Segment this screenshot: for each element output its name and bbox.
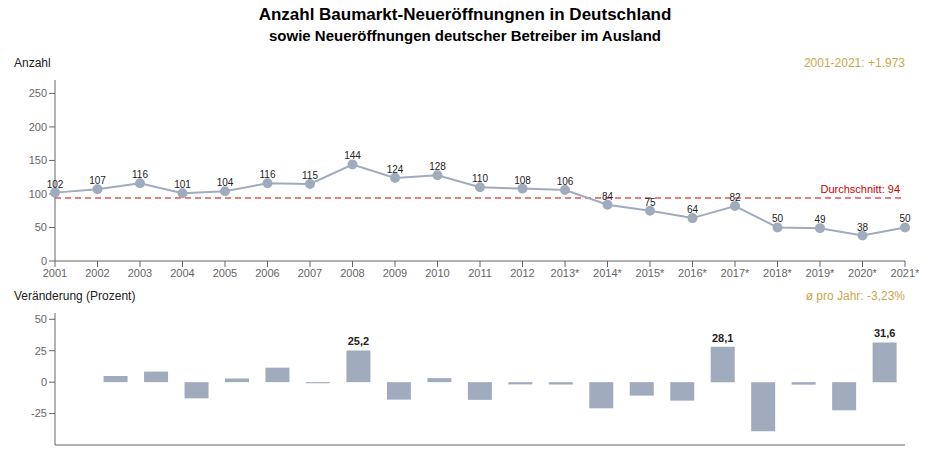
svg-text:102: 102: [47, 179, 64, 190]
svg-text:2020*: 2020*: [848, 267, 877, 279]
svg-text:2003: 2003: [128, 267, 152, 279]
svg-text:116: 116: [260, 169, 276, 180]
svg-text:2010: 2010: [425, 267, 449, 279]
svg-text:108: 108: [514, 175, 531, 186]
html-text:Anzahl Baumarkt-Neueröffnungne: Anzahl Baumarkt-Neueröffnungnen in Deuts…: [258, 5, 672, 24]
svg-text:49: 49: [814, 214, 826, 225]
svg-text:124: 124: [387, 164, 404, 175]
svg-text:2018*: 2018*: [763, 267, 792, 279]
svg-text:2012: 2012: [510, 267, 534, 279]
svg-text:2002: 2002: [85, 267, 109, 279]
svg-text:101: 101: [174, 179, 191, 190]
svg-text:50: 50: [35, 221, 47, 233]
html-text:2001-2021: +1.973: 2001-2021: +1.973: [803, 56, 905, 70]
svg-text:2001: 2001: [43, 267, 67, 279]
svg-text:110: 110: [472, 173, 488, 184]
svg-text:0: 0: [41, 255, 47, 267]
svg-text:-25: -25: [31, 407, 47, 419]
svg-text:2007: 2007: [298, 267, 322, 279]
svg-text:2009: 2009: [383, 267, 407, 279]
svg-text:200: 200: [29, 121, 47, 133]
svg-text:2005: 2005: [213, 267, 237, 279]
svg-text:115: 115: [302, 170, 318, 181]
svg-text:106: 106: [557, 176, 574, 187]
svg-text:64: 64: [687, 204, 699, 215]
svg-text:50: 50: [772, 213, 784, 224]
svg-text:2021*: 2021*: [891, 267, 920, 279]
svg-text:82: 82: [729, 192, 741, 203]
svg-text:144: 144: [344, 150, 361, 161]
svg-text:2014*: 2014*: [593, 267, 622, 279]
html-text:ø pro Jahr: -3,23%: ø pro Jahr: -3,23%: [805, 289, 905, 303]
svg-text:150: 150: [29, 154, 47, 166]
svg-text:2008: 2008: [340, 267, 364, 279]
svg-text:2004: 2004: [170, 267, 194, 279]
svg-text:2011: 2011: [468, 267, 492, 279]
svg-text:31,6: 31,6: [874, 327, 895, 339]
svg-text:2016*: 2016*: [678, 267, 707, 279]
html-text:Veränderung (Prozent): Veränderung (Prozent): [14, 289, 136, 303]
svg-text:104: 104: [217, 177, 234, 188]
svg-text:Durchschnitt: 94: Durchschnitt: 94: [821, 183, 900, 195]
svg-text:128: 128: [429, 161, 446, 172]
svg-text:2015*: 2015*: [636, 267, 665, 279]
svg-text:2019*: 2019*: [806, 267, 835, 279]
svg-text:0: 0: [41, 376, 47, 388]
svg-text:25,2: 25,2: [348, 335, 369, 347]
svg-text:25: 25: [35, 345, 47, 357]
svg-text:100: 100: [29, 188, 47, 200]
svg-text:38: 38: [857, 222, 869, 233]
svg-text:50: 50: [35, 313, 47, 325]
svg-text:116: 116: [132, 169, 148, 180]
svg-text:28,1: 28,1: [712, 332, 733, 344]
svg-text:50: 50: [899, 213, 911, 224]
html-text:sowie Neueröffnungen deutscher: sowie Neueröffnungen deutscher Betreiber…: [269, 27, 661, 44]
svg-text:2006: 2006: [255, 267, 279, 279]
svg-text:2013*: 2013*: [551, 267, 580, 279]
svg-text:75: 75: [644, 197, 656, 208]
svg-text:2017*: 2017*: [721, 267, 750, 279]
svg-text:84: 84: [602, 191, 614, 202]
svg-text:107: 107: [89, 175, 106, 186]
svg-text:250: 250: [29, 87, 47, 99]
html-text:Anzahl: Anzahl: [14, 56, 51, 70]
